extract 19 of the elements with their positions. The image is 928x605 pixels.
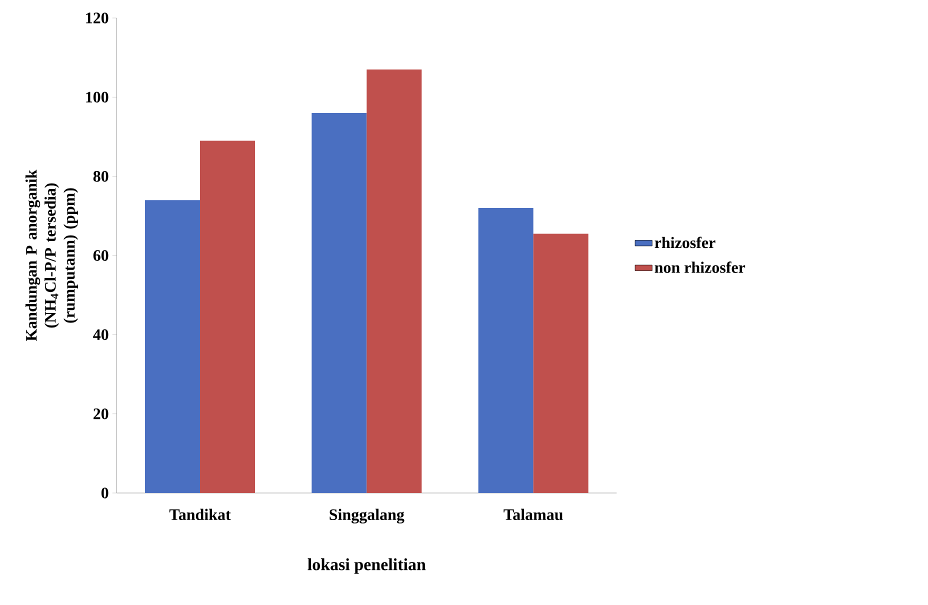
bar: [312, 112, 367, 493]
y-tick-label: 60: [93, 250, 108, 261]
x-tick-label: Singgalang: [330, 508, 404, 524]
x-axis-title: lokasi penelitian: [308, 558, 426, 574]
x-tick-label: Talamau: [504, 508, 563, 520]
legend-label: rhizosfer: [654, 236, 716, 248]
bar: [533, 234, 588, 493]
bar: [478, 208, 534, 493]
y-tick-label: 0: [101, 488, 108, 498]
y-tick-label: 100: [86, 92, 108, 103]
y-tick-label: 80: [93, 170, 108, 182]
legend-label: non rhizosfer: [654, 262, 746, 273]
x-tick-label: Tandikat: [169, 508, 231, 520]
y-tick-label: 20: [94, 408, 108, 420]
bar: [366, 69, 422, 493]
y-tick-label: 120: [86, 12, 108, 24]
y-tick-label: 40: [93, 329, 108, 340]
bar: [145, 200, 200, 493]
bar: [200, 140, 255, 493]
